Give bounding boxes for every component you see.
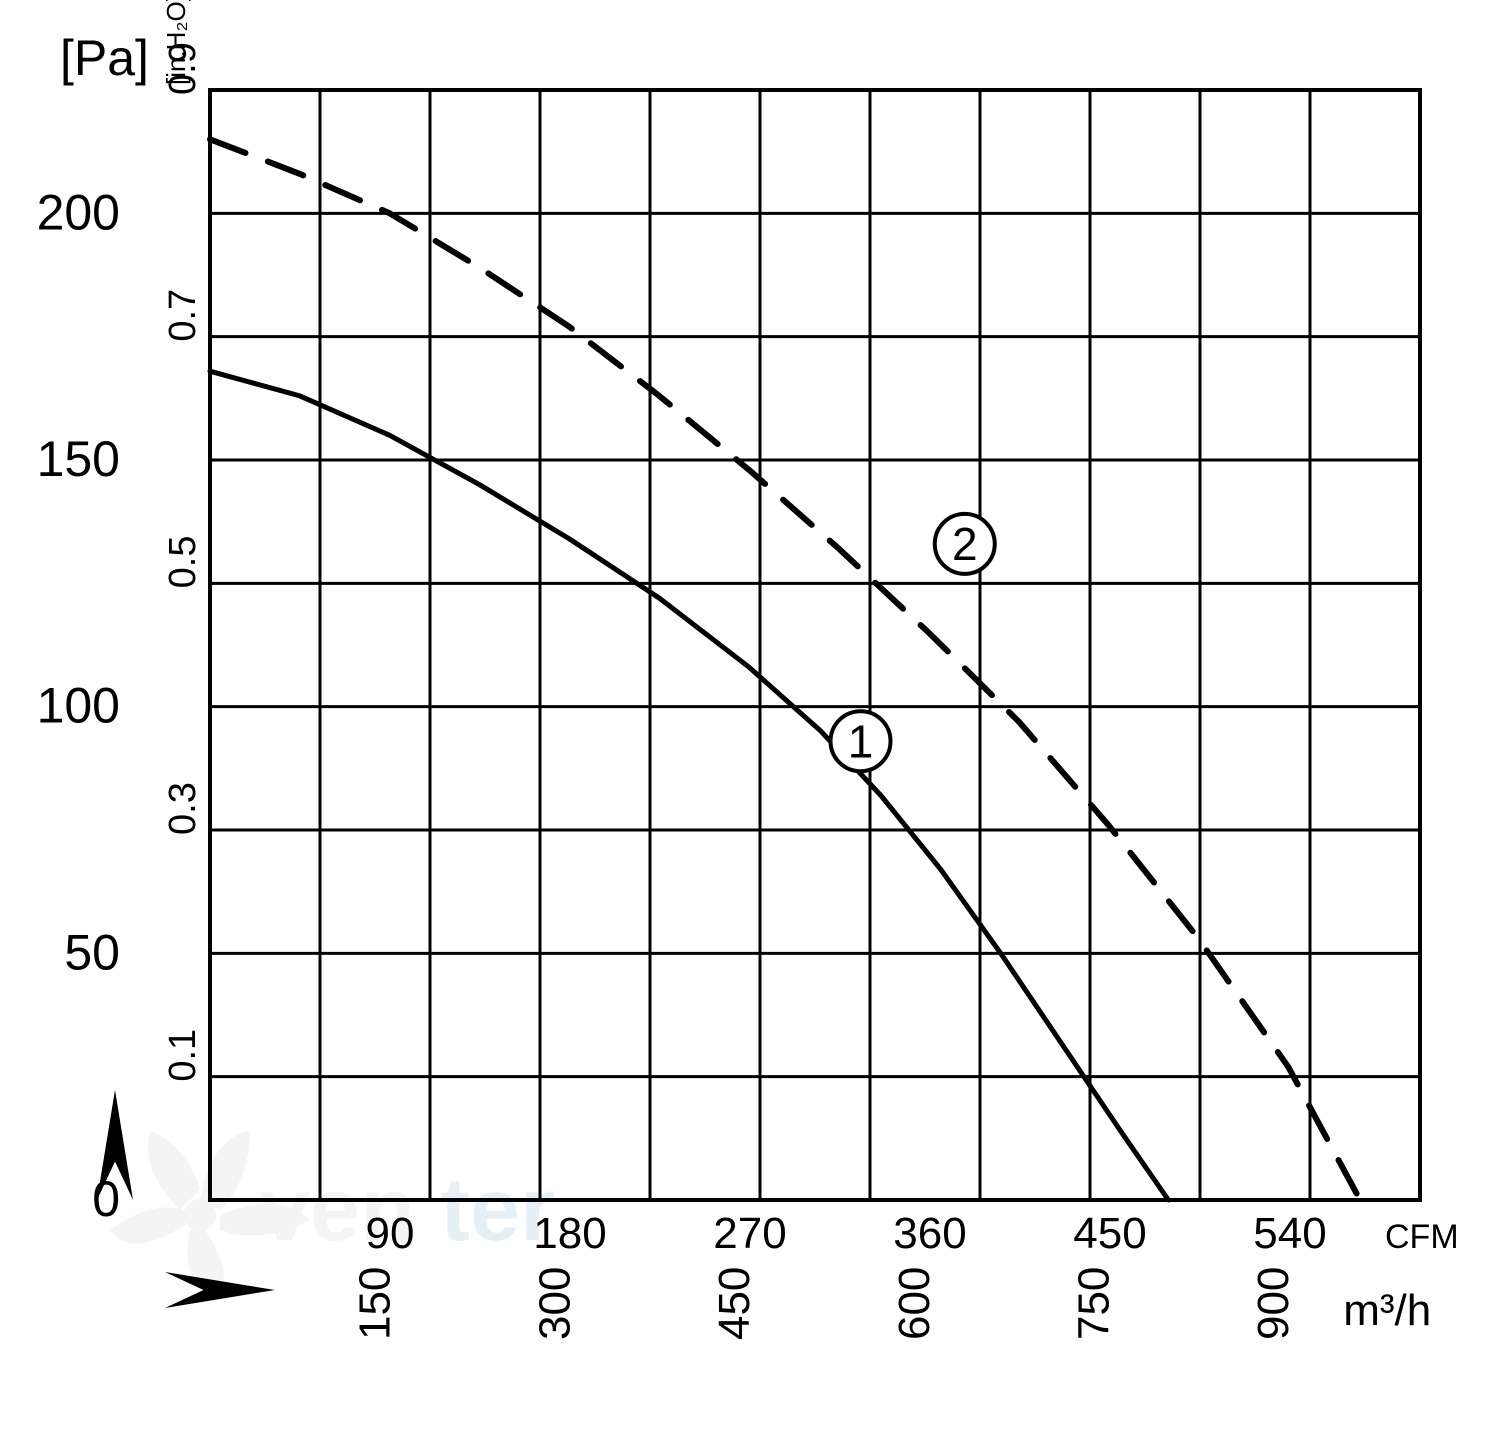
x-tick-cfm: 180 xyxy=(533,1209,606,1258)
x-tick-m3h: 450 xyxy=(710,1267,759,1340)
x-tick-m3h: 900 xyxy=(1249,1267,1298,1340)
y-tick-inh2o: 0.5 xyxy=(162,536,204,589)
y-tick-inh2o: 0.1 xyxy=(162,1029,204,1082)
x-tick-cfm: 360 xyxy=(893,1209,966,1258)
x-tick-m3h: 150 xyxy=(351,1267,400,1340)
x-tick-cfm: 270 xyxy=(713,1209,786,1258)
x-axis-arrow-icon xyxy=(165,1272,275,1308)
y-axis-pa-label: [Pa] xyxy=(60,30,149,86)
series-marker-label-curve_1: 1 xyxy=(848,715,874,767)
x-axis-m3h-label: m³/h xyxy=(1343,1286,1431,1335)
x-tick-m3h: 600 xyxy=(890,1267,939,1340)
x-tick-cfm: 90 xyxy=(366,1209,415,1258)
series-marker-label-curve_2: 2 xyxy=(952,518,978,570)
x-tick-m3h: 750 xyxy=(1070,1267,1119,1340)
y-tick-inh2o: 0.7 xyxy=(162,289,204,342)
x-tick-cfm: 540 xyxy=(1253,1209,1326,1258)
series-curve_2 xyxy=(210,139,1360,1200)
y-tick-pa: 50 xyxy=(64,924,120,980)
y-tick-inh2o: 0.9 xyxy=(162,42,204,95)
y-tick-pa: 200 xyxy=(37,184,120,240)
chart-container: ven ter [Pa][in.H₂O]0501001502000.10.30.… xyxy=(0,0,1498,1430)
plot-border xyxy=(210,90,1420,1200)
y-tick-pa: 150 xyxy=(37,431,120,487)
y-tick-inh2o: 0.3 xyxy=(162,782,204,835)
x-axis-cfm-label: CFM xyxy=(1385,1218,1459,1256)
x-tick-m3h: 300 xyxy=(530,1267,579,1340)
x-tick-cfm: 450 xyxy=(1073,1209,1146,1258)
performance-chart: [Pa][in.H₂O]0501001502000.10.30.50.70.99… xyxy=(0,0,1498,1430)
y-tick-pa: 100 xyxy=(37,678,120,734)
